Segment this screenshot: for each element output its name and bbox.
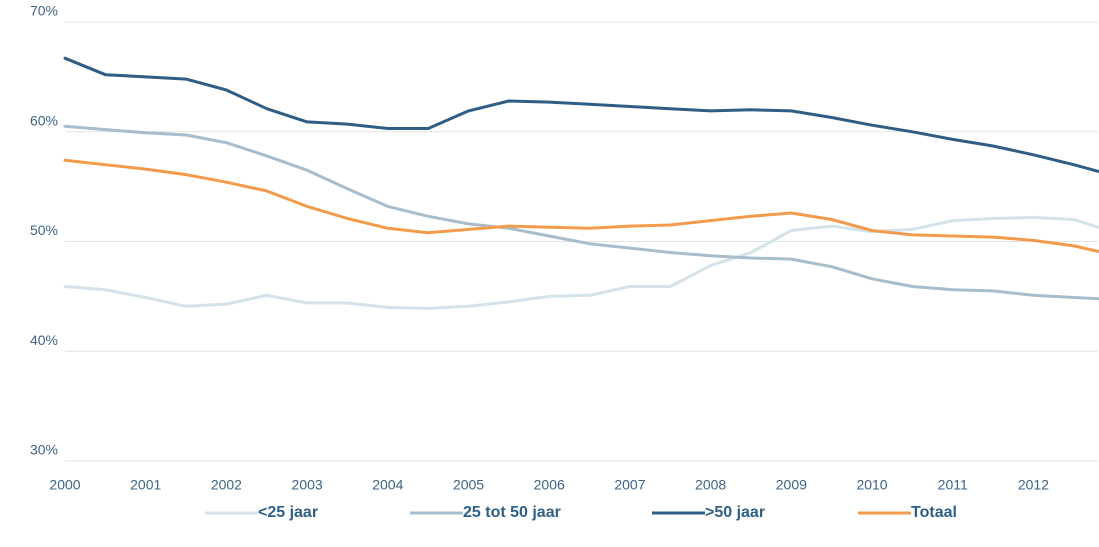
x-tick-label: 2004 [372, 477, 403, 493]
x-tick-label: 2010 [856, 477, 887, 493]
x-tick-label: 2011 [938, 477, 968, 493]
x-tick-label: 2012 [1018, 477, 1049, 493]
series-line [63, 158, 1099, 253]
series-line [63, 56, 1099, 173]
y-tick-label: 50% [30, 222, 58, 238]
x-tick-label: 2009 [776, 477, 807, 493]
series-line [63, 124, 1099, 301]
x-tick-label: 2007 [614, 477, 645, 493]
x-tick-label: 2000 [49, 477, 80, 493]
x-tick-label: 2001 [130, 477, 161, 493]
legend-text: 25 tot 50 jaar [463, 504, 561, 521]
series-line [63, 215, 1099, 310]
x-tick-label: 2006 [534, 477, 565, 493]
legend-text: >50 jaar [705, 504, 765, 521]
x-tick-label: 2005 [453, 477, 484, 493]
y-tick-label: 60% [30, 112, 58, 128]
legend-text: Totaal [911, 504, 957, 521]
y-tick-label: 70% [30, 3, 58, 19]
legend-text: <25 jaar [258, 504, 318, 521]
x-tick-label: 2008 [695, 477, 726, 493]
x-tick-label: 2003 [292, 477, 323, 493]
x-tick-label: 2002 [211, 477, 242, 493]
y-tick-label: 30% [30, 442, 58, 458]
y-tick-label: 40% [30, 332, 58, 348]
